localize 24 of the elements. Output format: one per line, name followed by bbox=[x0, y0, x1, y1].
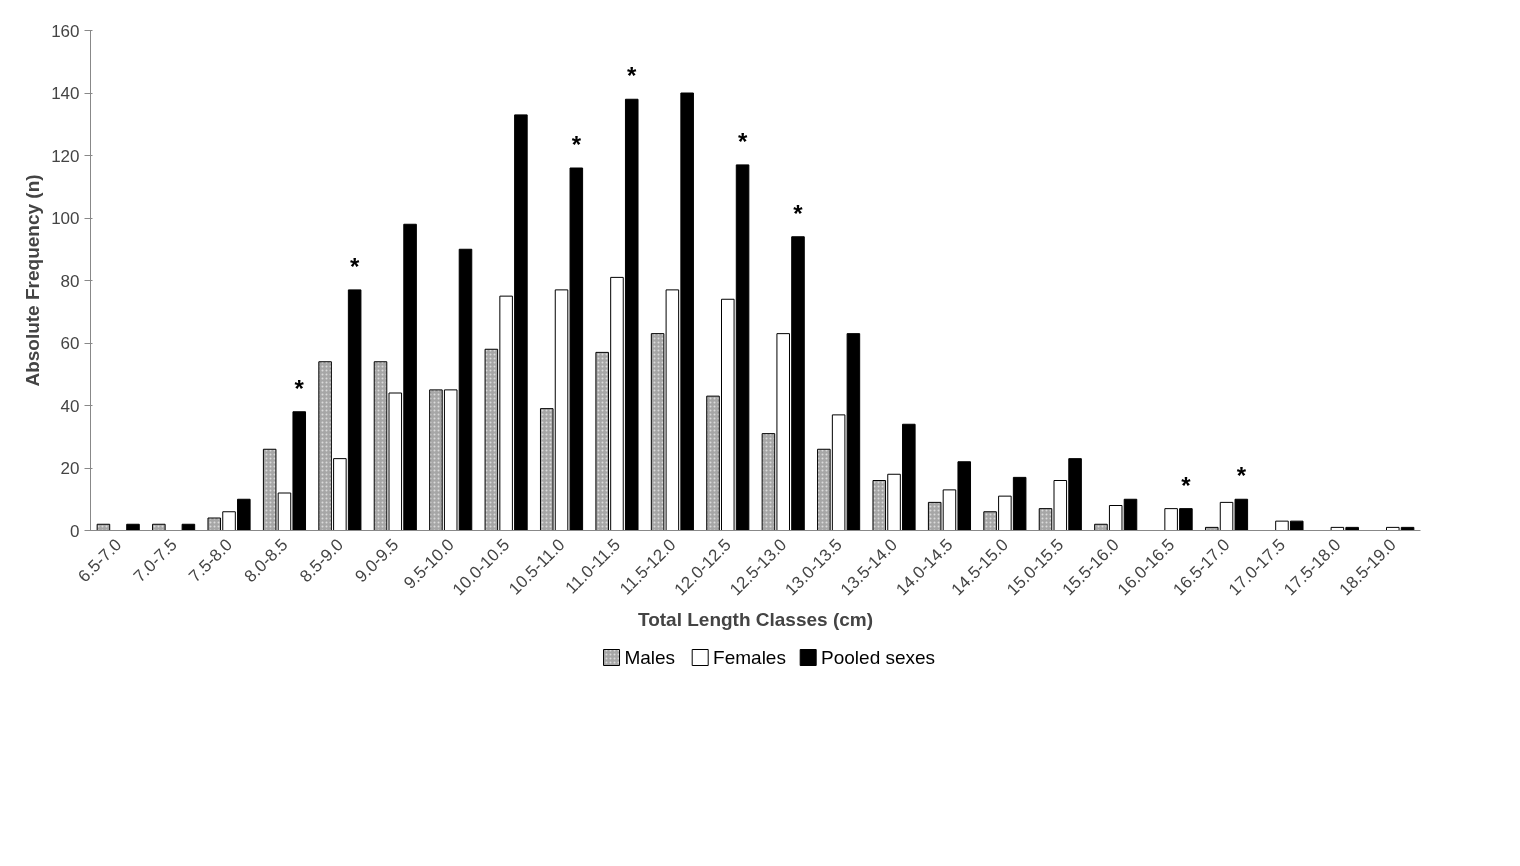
x-axis-title: Total Length Classes (cm) bbox=[637, 608, 874, 630]
data-label: * bbox=[793, 199, 804, 227]
y-tick-label: 20 bbox=[60, 459, 80, 478]
data-label: * bbox=[294, 374, 305, 402]
data-label: * bbox=[737, 127, 748, 155]
y-tick-label: 40 bbox=[60, 396, 80, 416]
bar bbox=[181, 523, 196, 531]
y-tick-label: 0 bbox=[70, 521, 80, 541]
data-label: * bbox=[627, 62, 638, 90]
y-axis-title: Absolute Frequency (n) bbox=[22, 174, 44, 387]
legend-label: Males bbox=[624, 647, 676, 668]
y-tick-label: 120 bbox=[51, 146, 80, 166]
y-tick-label: 140 bbox=[51, 84, 80, 103]
legend-label: Pooled sexes bbox=[821, 647, 936, 668]
legend-label: Females bbox=[713, 647, 786, 668]
data-label: * bbox=[1236, 462, 1247, 490]
y-tick-label: 60 bbox=[60, 334, 80, 353]
y-tick-label: 80 bbox=[60, 271, 80, 291]
y-tick-label: 100 bbox=[51, 209, 80, 228]
y-tick-label: 160 bbox=[51, 21, 80, 41]
bar bbox=[126, 523, 140, 531]
data-label: * bbox=[1181, 471, 1192, 499]
data-label: * bbox=[349, 252, 360, 280]
data-label: * bbox=[571, 131, 582, 158]
